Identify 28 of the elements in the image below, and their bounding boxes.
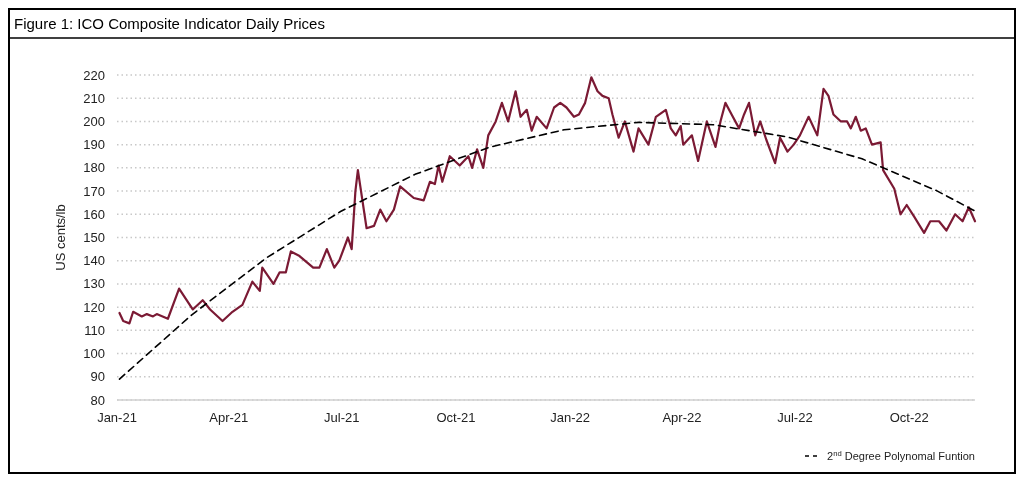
chart-title: Figure 1: ICO Composite Indicator Daily Prices — [14, 15, 325, 32]
y-tick-label: 160 — [83, 206, 105, 222]
x-tick-label: Oct-21 — [436, 410, 476, 425]
y-tick-label: 120 — [83, 299, 105, 315]
x-tick-label: Jan-21 — [97, 410, 137, 425]
x-tick-label: Oct-22 — [889, 410, 929, 425]
x-tick-label: Apr-21 — [209, 410, 249, 425]
y-tick-label: 140 — [83, 253, 105, 269]
y-tick-label: 220 — [83, 67, 105, 83]
x-tick-label: Jan-22 — [550, 410, 591, 425]
x-tick-label: Apr-22 — [662, 410, 702, 425]
line-series — [118, 121, 976, 380]
y-tick-label: 110 — [84, 322, 105, 338]
x-tick-label: Jul-22 — [777, 410, 813, 425]
x-tick-label: Jul-21 — [324, 410, 360, 425]
y-tick-label: 180 — [83, 160, 105, 176]
legend-label: 2$^{nd}$ Degree Polynomal Funtion — [827, 448, 975, 462]
line-series — [118, 76, 977, 325]
y-axis-title: US cents/lb — [53, 204, 68, 271]
y-tick-label: 190 — [83, 137, 105, 153]
y-tick-label: 80 — [90, 392, 105, 408]
y-tick-label: 100 — [83, 346, 105, 362]
y-tick-label: 90 — [90, 369, 105, 385]
y-tick-label: 210 — [83, 90, 105, 106]
y-tick-label: 130 — [83, 276, 105, 292]
y-tick-label: 170 — [83, 183, 105, 199]
y-tick-label: 200 — [83, 113, 105, 129]
y-tick-label: 150 — [83, 230, 105, 246]
